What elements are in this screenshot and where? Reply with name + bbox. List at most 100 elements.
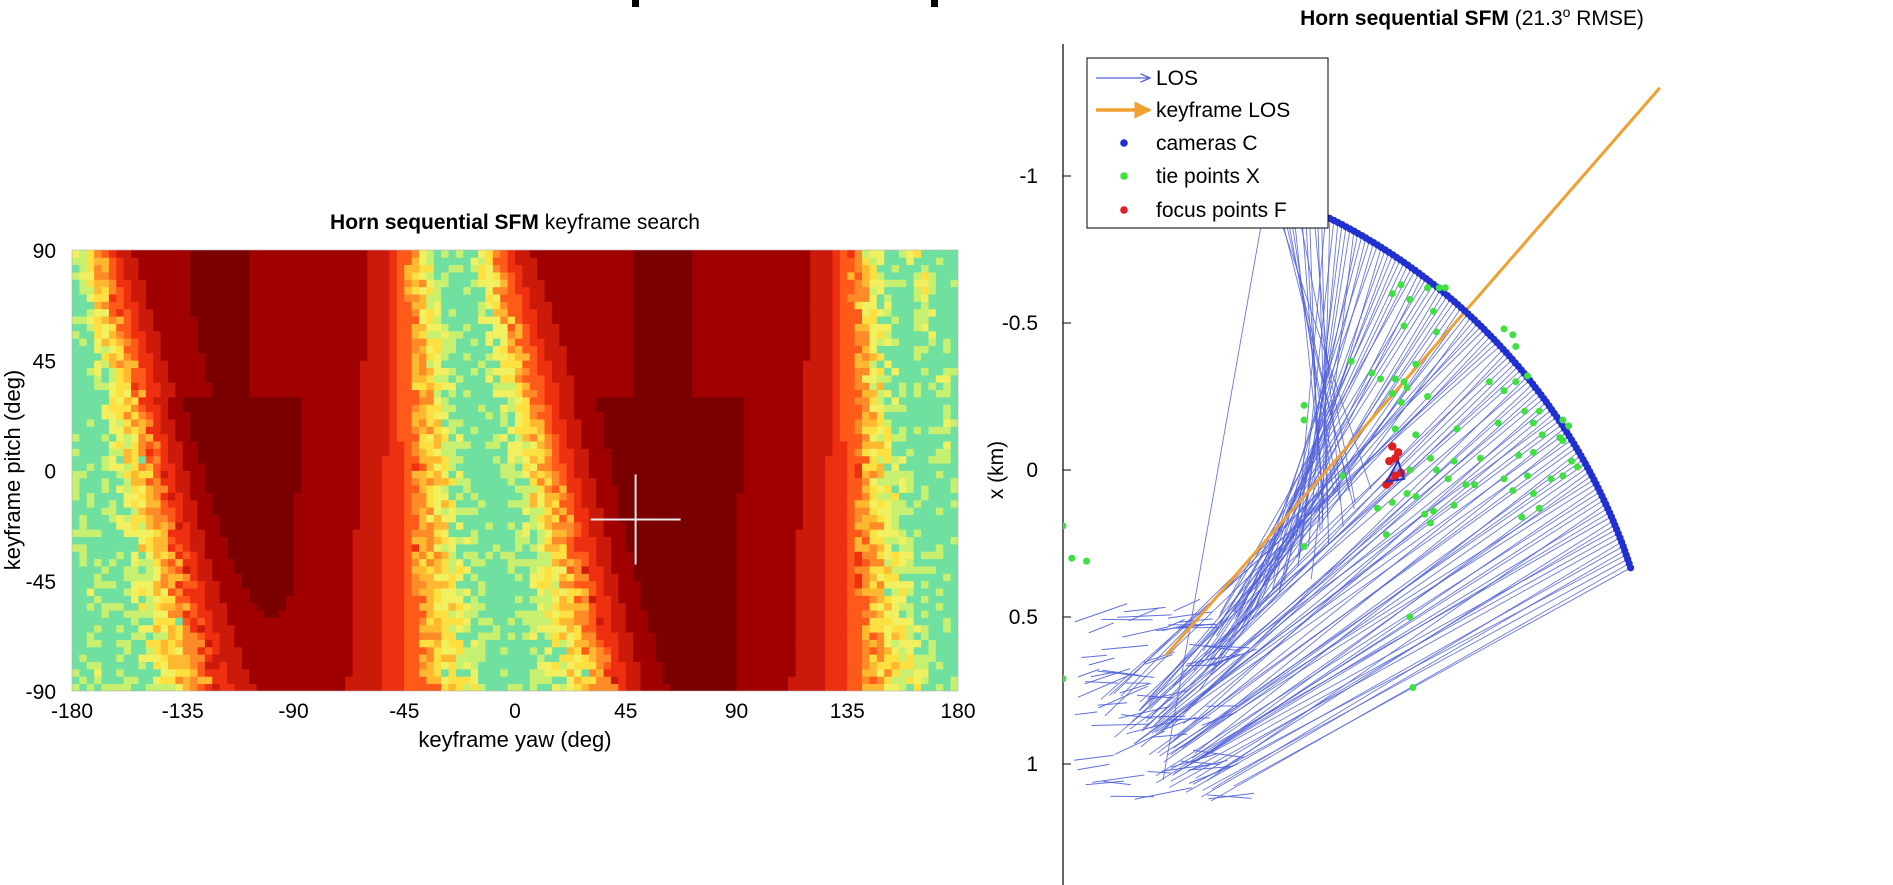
heatmap-cell	[123, 404, 132, 413]
heatmap-cell	[182, 558, 191, 567]
heatmap-cell	[315, 632, 324, 640]
heatmap-cell	[345, 683, 353, 691]
heatmap-cell	[670, 257, 678, 266]
heatmap-cell	[492, 301, 501, 310]
heatmap-cell	[145, 441, 154, 449]
heatmap-cell	[647, 646, 656, 655]
heatmap-cell	[315, 485, 324, 493]
heatmap-cell	[367, 338, 376, 346]
heatmap-cell	[618, 301, 627, 310]
heatmap-cell	[123, 573, 132, 582]
heatmap-cell	[212, 323, 221, 332]
heatmap-cell	[219, 632, 228, 640]
heatmap-cell	[478, 250, 486, 258]
heatmap-cell	[485, 507, 494, 515]
heatmap-cell	[79, 411, 88, 420]
heatmap-cell	[182, 374, 191, 383]
heatmap-cell	[463, 514, 472, 523]
heatmap-cell	[581, 499, 590, 508]
heatmap-cell	[108, 330, 117, 339]
heatmap-cell	[308, 433, 317, 442]
heatmap-cell	[662, 411, 671, 420]
heatmap-cell	[522, 573, 531, 582]
heatmap-cell	[330, 514, 339, 523]
heatmap-cell	[145, 566, 154, 574]
heatmap-cell	[522, 676, 531, 685]
heatmap-cell	[94, 580, 102, 589]
heatmap-cell	[529, 463, 538, 471]
heatmap-cell	[286, 529, 294, 538]
heatmap-cell	[625, 632, 634, 640]
heatmap-cell	[315, 448, 324, 457]
heatmap-cell	[670, 595, 678, 604]
heatmap-cell	[389, 668, 398, 677]
heatmap-cell	[167, 492, 176, 501]
heatmap-cell	[419, 610, 427, 618]
heatmap-cell	[101, 397, 110, 405]
heatmap-cell	[433, 566, 442, 574]
heatmap-cell	[182, 323, 191, 332]
heatmap-cell	[116, 668, 125, 677]
heatmap-cell	[359, 367, 368, 376]
heatmap-cell	[551, 683, 560, 691]
heatmap-cell	[167, 551, 176, 560]
heatmap-cell	[145, 668, 154, 677]
heatmap-cell	[182, 514, 191, 523]
heatmap-cell	[131, 558, 139, 567]
heatmap-cell	[234, 499, 243, 508]
heatmap-cell	[419, 617, 427, 626]
heatmap-cell	[352, 360, 361, 368]
heatmap-cell	[286, 411, 294, 420]
heatmap-cell	[101, 514, 110, 523]
heatmap-cell	[603, 426, 612, 435]
heatmap-cell	[396, 661, 405, 670]
heatmap-cell	[138, 455, 147, 464]
heatmap-cell	[485, 514, 494, 523]
heatmap-cell	[160, 492, 169, 501]
heatmap-cell	[263, 294, 272, 302]
heatmap-cell	[411, 367, 420, 376]
heatmap-cell	[367, 521, 376, 530]
heatmap-cell	[670, 654, 678, 662]
heatmap-cell	[529, 294, 538, 302]
heatmap-cell	[382, 514, 390, 523]
heatmap-cell	[345, 367, 353, 376]
heatmap-cell	[94, 286, 102, 295]
heatmap-cell	[478, 426, 486, 435]
heatmap-cell	[522, 294, 531, 302]
heatmap-cell	[300, 492, 309, 501]
heatmap-cell	[382, 323, 390, 332]
heatmap-cell	[175, 514, 184, 523]
heatmap-cell	[116, 345, 125, 354]
heatmap-cell	[625, 588, 634, 596]
heatmap-cell	[492, 514, 501, 523]
heatmap-cell	[234, 588, 243, 596]
heatmap-cell	[448, 448, 457, 457]
heatmap-cell	[625, 301, 634, 310]
heatmap-cell	[566, 286, 575, 295]
heatmap-cell	[588, 470, 597, 479]
heatmap-cell	[625, 360, 634, 368]
heatmap-cell	[500, 477, 509, 486]
heatmap-cell	[655, 624, 664, 633]
heatmap-cell	[507, 646, 516, 655]
heatmap-cell	[655, 433, 664, 442]
heatmap-cell	[160, 499, 169, 508]
heatmap-cell	[197, 426, 206, 435]
heatmap-cell	[94, 308, 102, 317]
heatmap-cell	[123, 264, 132, 273]
heatmap-cell	[655, 426, 664, 435]
heatmap-cell	[433, 536, 442, 545]
heatmap-cell	[382, 455, 390, 464]
heatmap-cell	[138, 308, 147, 317]
heatmap-cell	[433, 272, 442, 280]
heatmap-cell	[138, 404, 147, 413]
heatmap-cell	[529, 566, 538, 574]
heatmap-cell	[455, 286, 464, 295]
heatmap-cell	[131, 426, 139, 435]
heatmap-cell	[581, 338, 590, 346]
heatmap-cell	[529, 514, 538, 523]
heatmap-cell	[640, 573, 649, 582]
heatmap-cell	[153, 470, 161, 479]
heatmap-cell	[286, 294, 294, 302]
